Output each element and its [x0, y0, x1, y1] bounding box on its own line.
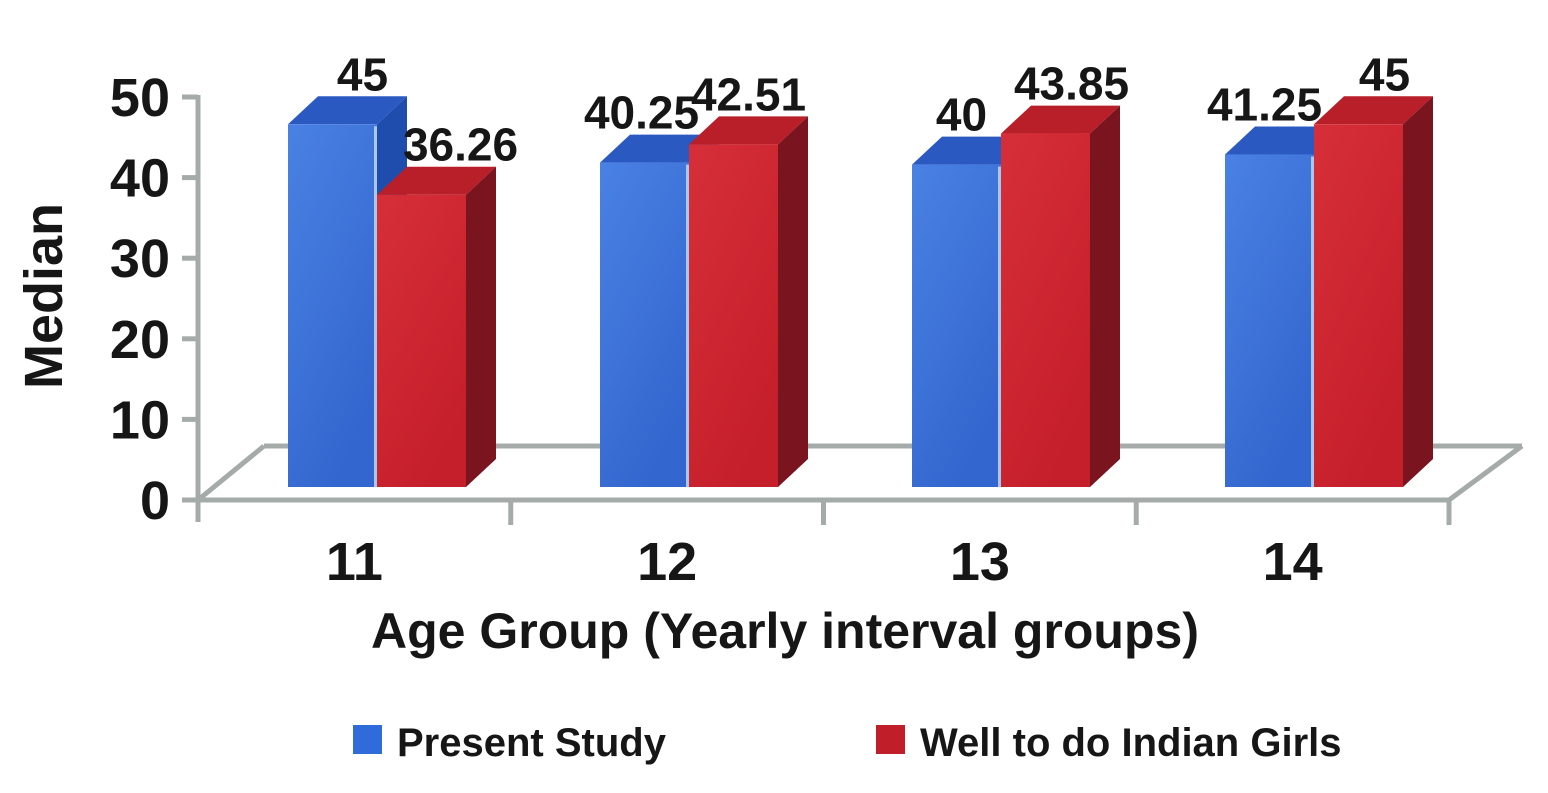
- bar-present-study-12-front: [600, 162, 689, 487]
- ticks-layer: 0 10 20 30 40 50 11 12 13 14: [110, 68, 1452, 592]
- bar-well-to-do-indian-girls-13-side: [1090, 105, 1120, 487]
- y-tick-label: 10: [110, 390, 170, 450]
- legend-swatch-present-study: [353, 725, 382, 754]
- bar-present-study-13-front: [912, 164, 1001, 487]
- bar-well-to-do-indian-girls-12-front: [689, 144, 778, 488]
- bars-layer: [288, 96, 1433, 488]
- x-axis-title: Age Group (Yearly interval groups): [371, 603, 1199, 659]
- data-label-well-to-do-indian-girls-11: 36.26: [403, 119, 518, 171]
- floor-left-edge: [196, 444, 266, 502]
- data-label-well-to-do-indian-girls-12: 42.51: [691, 68, 806, 120]
- x-category-label: 13: [950, 532, 1010, 592]
- bar-well-to-do-indian-girls-13-front: [1001, 133, 1090, 487]
- bar-well-to-do-indian-girls-12-top: [689, 116, 808, 145]
- data-label-present-study-12: 40.25: [584, 87, 699, 139]
- y-tick-label: 50: [110, 68, 170, 128]
- y-tick-label: 40: [110, 149, 170, 209]
- bar-present-study-14-front: [1225, 154, 1314, 487]
- bar-well-to-do-indian-girls-14-side: [1403, 96, 1433, 488]
- legend-label-well-to-do-indian-girls: Well to do Indian Girls: [920, 721, 1342, 765]
- y-tick-label: 20: [110, 310, 170, 370]
- bar-present-study-11-front: [288, 124, 377, 488]
- bar-present-study-11-top: [288, 96, 407, 125]
- bar-well-to-do-indian-girls-11-top: [377, 166, 496, 195]
- bar-well-to-do-indian-girls-14-top: [1314, 96, 1433, 125]
- x-category-label: 11: [326, 532, 383, 592]
- x-category-label: 14: [1263, 532, 1323, 592]
- data-label-present-study-11: 45: [337, 48, 388, 100]
- legend-label-present-study: Present Study: [397, 721, 667, 765]
- y-axis-title: Median: [14, 203, 74, 389]
- data-label-present-study-13: 40: [936, 89, 987, 141]
- bar-well-to-do-indian-girls-12-side: [778, 116, 808, 488]
- bar-well-to-do-indian-girls-14-front: [1314, 124, 1403, 488]
- legend: Present Study Well to do Indian Girls: [353, 721, 1342, 765]
- y-tick-label: 0: [140, 471, 170, 531]
- data-label-well-to-do-indian-girls-14: 45: [1359, 48, 1410, 100]
- x-category-label: 12: [637, 532, 697, 592]
- bar-well-to-do-indian-girls-13-top: [1001, 105, 1120, 134]
- data-label-well-to-do-indian-girls-13: 43.85: [1014, 58, 1129, 110]
- legend-swatch-well-to-do-indian-girls: [876, 725, 905, 754]
- y-tick-label: 30: [110, 229, 170, 289]
- bar-well-to-do-indian-girls-11-side: [466, 166, 496, 488]
- data-label-present-study-14: 41.25: [1207, 79, 1322, 131]
- bar-well-to-do-indian-girls-11-front: [377, 194, 466, 488]
- floor-right-edge: [1447, 443, 1524, 503]
